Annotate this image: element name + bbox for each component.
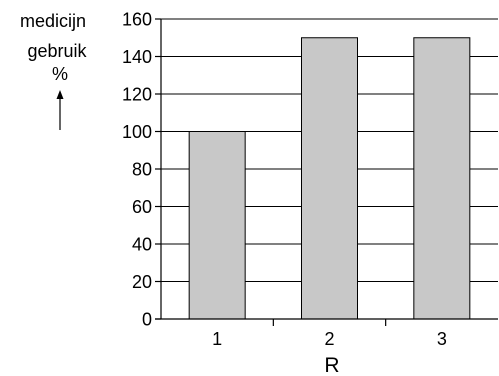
bar-2 [301, 37, 358, 320]
y-tick-label-160: 160 [122, 10, 152, 30]
x-axis-label: R [324, 354, 339, 376]
y-axis-label-line-2: gebruik [27, 41, 87, 61]
y-tick-label-20: 20 [132, 272, 152, 292]
y-tick-label-80: 80 [132, 160, 152, 180]
bar-3 [413, 37, 471, 320]
x-tick-label-2: 2 [324, 329, 334, 349]
y-axis-label: medicijn gebruik % [20, 11, 88, 130]
y-axis-label-line-1: medicijn [20, 11, 86, 31]
y-tick-label-140: 140 [122, 47, 152, 67]
x-tick-label-1: 1 [212, 329, 222, 349]
bar-1 [188, 131, 246, 320]
y-tick-label-0: 0 [142, 310, 152, 330]
x-tick-label-3: 3 [437, 329, 447, 349]
y-tick-labels: 0 20 40 60 80 100 120 140 160 [122, 10, 152, 330]
y-tick-label-120: 120 [122, 85, 152, 105]
y-tick-label-40: 40 [132, 235, 152, 255]
axes [155, 18, 498, 326]
up-arrow-icon [56, 90, 64, 130]
y-axis-label-line-3: % [52, 64, 68, 84]
y-tick-label-100: 100 [122, 122, 152, 142]
x-tick-labels: 1 2 3 [212, 329, 447, 349]
y-tick-label-60: 60 [132, 197, 152, 217]
bars [188, 37, 471, 320]
